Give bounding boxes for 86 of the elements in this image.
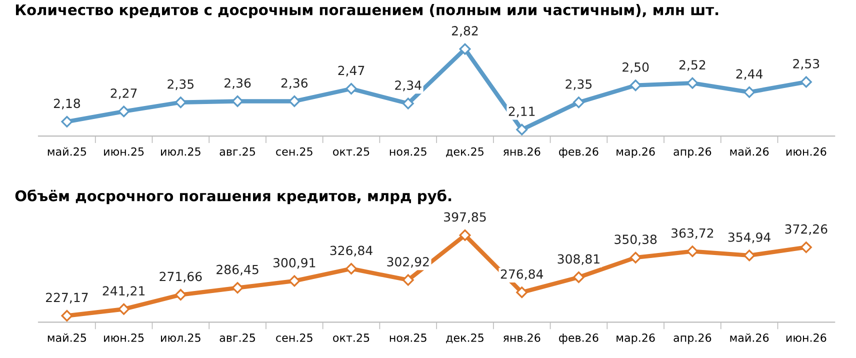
point [516,286,528,298]
point [402,98,414,110]
x-tick-label: мар.26 [616,334,655,344]
data-label: 2,18 [54,98,80,110]
data-label: 241,21 [102,286,145,297]
data-label: 2,82 [452,26,478,37]
point [572,96,584,108]
x-tick-label: окт.25 [333,147,370,156]
point [744,86,756,98]
x-tick-label: апр.26 [674,147,712,158]
data-label: 271,66 [160,272,202,282]
x-tick-label: окт.25 [333,334,370,342]
x-tick-label: июн.26 [786,334,826,342]
data-label: 300,91 [273,258,316,269]
data-label: 302,92 [387,257,429,268]
point [288,275,300,287]
data-label: 350,38 [614,234,657,246]
data-label: 276,84 [500,269,544,280]
data-label: 326,84 [330,246,372,256]
data-label: 2,53 [793,58,820,70]
data-label: 2,50 [622,62,649,74]
data-label: 2,11 [508,106,535,118]
data-label: 2,35 [566,79,592,90]
point [118,106,130,118]
data-label: 2,44 [736,69,763,80]
point [630,80,642,92]
chart-title: Количество кредитов с досрочным погашением (полным или частичным), млн шт. [16,4,718,18]
data-label: 2,27 [110,88,137,100]
point [516,124,528,136]
data-label: 372,26 [785,224,828,236]
x-tick-label: янв.26 [503,334,540,342]
data-label: 2,36 [281,78,308,89]
point [346,83,358,94]
x-tick-label: авг.25 [220,334,255,342]
point [402,274,414,286]
x-tick-label: сен.25 [276,334,312,342]
data-label: 2,36 [224,78,251,89]
x-tick-label: авг.25 [220,147,255,156]
data-label: 2,47 [338,66,364,76]
x-tick-label: июл.25 [161,147,200,156]
point [572,271,584,283]
x-tick-label: июн.25 [104,334,144,342]
x-tick-label: сен.25 [276,147,312,156]
x-tick-label: май.26 [730,147,769,156]
data-label: 2,52 [679,60,706,71]
x-tick-label: июн.26 [786,147,826,156]
x-tick-label: май.26 [730,333,769,342]
x-tick-label: мар.26 [616,147,655,158]
point [61,116,73,128]
x-tick-label: ноя.25 [390,334,426,342]
chart-title: Объём досрочного погашения кредитов, млрд руб. [15,190,452,204]
x-tick-label: май.25 [48,333,86,342]
data-label: 397,85 [444,212,486,223]
point [630,252,642,264]
point [346,262,358,274]
x-tick-label: ноя.25 [390,147,426,156]
point [800,76,812,88]
data-label: 308,81 [558,254,600,265]
point [61,310,73,322]
x-tick-label: апр.26 [674,334,712,344]
x-tick-label: янв.26 [503,147,540,156]
point [686,246,698,258]
x-tick-label: июл.25 [161,334,200,342]
x-tick-label: фев.26 [559,334,598,344]
data-label: 2,35 [168,79,194,90]
data-label: 354,94 [728,232,770,244]
point [744,250,756,262]
data-label: 2,34 [395,80,422,92]
x-tick-label: июн.25 [104,147,144,156]
point [459,43,471,55]
point [459,229,471,241]
point [686,77,698,89]
point [288,95,300,107]
x-tick-label: май.25 [48,147,86,156]
x-tick-label: дек.25 [446,334,484,344]
point [800,242,812,254]
point [174,289,186,301]
data-label: 227,17 [46,292,88,304]
point [174,96,186,108]
point [118,303,130,315]
data-label: 286,45 [216,264,258,276]
point [232,95,244,107]
x-tick-label: фев.26 [559,147,598,158]
x-tick-label: дек.25 [446,147,484,158]
data-label: 363,72 [672,228,714,240]
point [232,282,244,294]
